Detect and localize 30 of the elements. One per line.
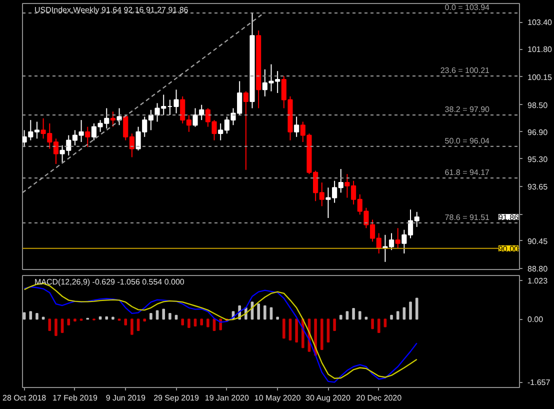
y-tick-label: 95.30 xyxy=(528,154,548,164)
chart-title: MACD(12,26,9) -0.629 -1.056 0.554 0.000 xyxy=(34,278,185,286)
y-tick-label: -1.657 xyxy=(528,378,551,388)
ref-line-label: 61.8 = 94.17 xyxy=(444,168,490,177)
y-tick-label: 93.65 xyxy=(528,182,548,192)
y-tick-label: 90.45 xyxy=(528,236,548,246)
ref-line-label: 0.0 = 103.94 xyxy=(444,2,490,12)
ref-line-label: 38.2 = 97.90 xyxy=(444,104,490,114)
y-tick-label: 0.00 xyxy=(528,315,544,324)
y-tick-label: 100.15 xyxy=(528,72,553,82)
x-tick-label: 10 May 2020 xyxy=(254,394,302,402)
ref-line-label: 50.0 = 96.04 xyxy=(444,136,490,146)
y-tick-label: 103.40 xyxy=(528,18,553,28)
ref-line-label: 23.6 = 100.21 xyxy=(440,66,490,75)
x-tick-label: 28 Oct 2018 xyxy=(2,394,47,402)
ref-line-label: 78.6 = 91.51 xyxy=(444,212,490,222)
x-tick-label: 19 Jan 2020 xyxy=(204,394,250,402)
x-tick-label: 17 Feb 2019 xyxy=(52,394,98,402)
annotation: 91.86 xyxy=(498,212,520,222)
x-tick-label: 30 Aug 2020 xyxy=(306,394,352,402)
y-tick-label: 96.90 xyxy=(528,128,548,137)
ref-line-label: 90.00 xyxy=(498,244,520,254)
y-tick-label: 98.50 xyxy=(528,100,548,110)
y-tick-label: 88.80 xyxy=(528,264,548,274)
chart-title: USDIndex,Weekly 91.64 92.16 91.27 91.86 xyxy=(34,6,189,14)
y-tick-label: 101.80 xyxy=(528,45,553,54)
x-tick-label: 20 Dec 2020 xyxy=(356,394,402,402)
y-tick-label: 1.023 xyxy=(528,276,548,286)
x-tick-label: 9 Jun 2019 xyxy=(106,394,146,402)
x-tick-label: 29 Sep 2019 xyxy=(154,394,200,402)
